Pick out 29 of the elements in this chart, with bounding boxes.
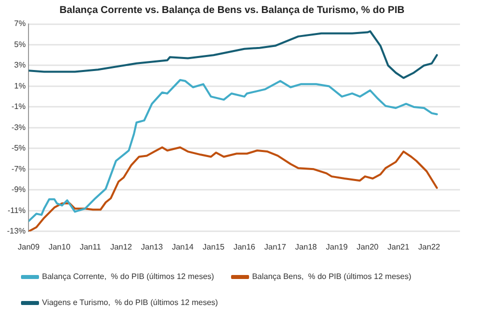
y-tick-label: 5% <box>14 40 26 49</box>
y-tick-label: -5% <box>11 144 26 153</box>
y-tick-label: -1% <box>11 102 26 112</box>
y-tick-label: -13% <box>6 226 26 236</box>
x-tick-label: Jan11 <box>80 242 102 252</box>
y-tick-label: -11% <box>8 206 26 215</box>
y-tick-label: -9% <box>11 185 26 194</box>
x-tick-label: Jan19 <box>326 242 348 252</box>
y-tick-label: -3% <box>11 122 26 132</box>
x-tick-label: Jan10 <box>48 242 71 252</box>
x-tick-label: Jan22 <box>418 242 441 252</box>
x-tick-label: Jan14 <box>172 242 194 252</box>
chart-title: Balança Corrente vs. Balança de Bens vs. Balança de Turismo, % do PIB <box>60 4 404 16</box>
y-tick-label: 7% <box>14 19 26 28</box>
y-tick-label: -7% <box>11 164 26 174</box>
legend-label: Viagens e Turismo, % do PIB (últimos 12 meses) <box>42 298 218 308</box>
y-tick-label: 1% <box>14 81 26 90</box>
x-tick-label: Jan18 <box>295 242 318 252</box>
x-tick-label: Jan20 <box>356 242 380 252</box>
y-tick-label: 3% <box>14 60 26 70</box>
x-tick-label: Jan21 <box>387 242 410 252</box>
x-tick-label: Jan15 <box>202 242 225 252</box>
x-tick-label: Jan13 <box>141 242 164 252</box>
x-tick-label: Jan17 <box>264 242 287 252</box>
legend-label: Balança Corrente, % do PIB (últimos 12 meses) <box>42 272 214 282</box>
x-tick-label: Jan16 <box>233 242 256 252</box>
x-tick-label: Jan12 <box>110 242 133 252</box>
legend-label: Balança Bens, % do PIB (últimos 12 meses) <box>252 272 412 282</box>
x-tick-label: Jan09 <box>18 242 40 252</box>
